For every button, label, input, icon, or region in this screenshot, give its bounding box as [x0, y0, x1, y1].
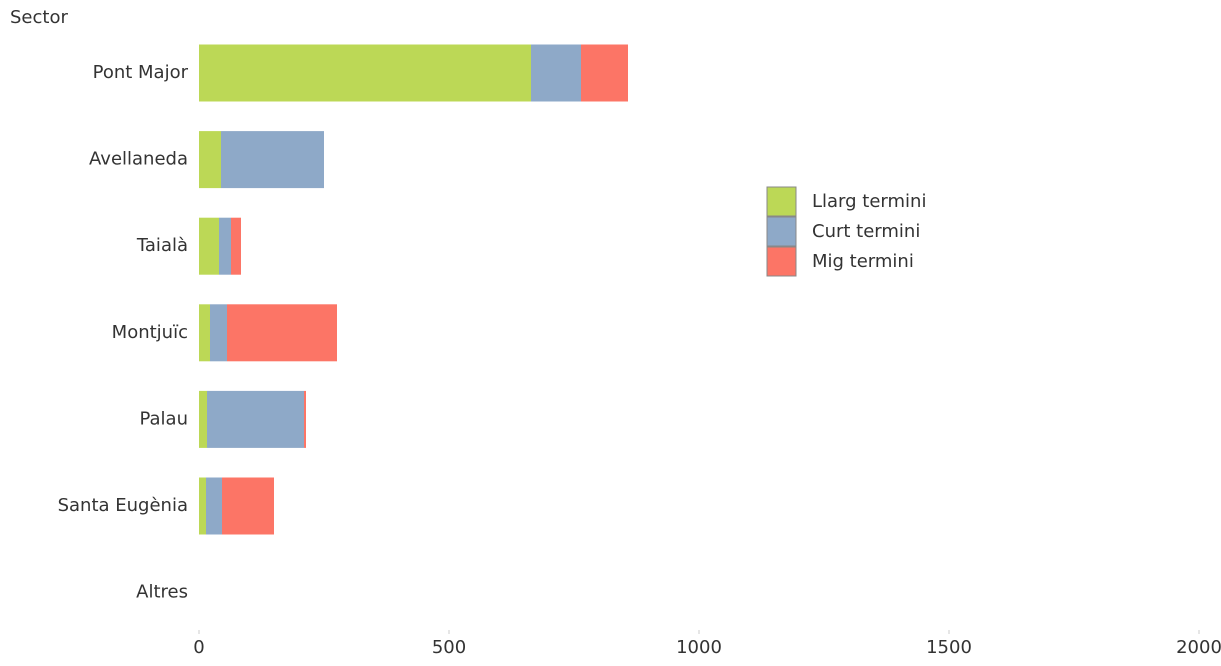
bar	[199, 304, 210, 362]
bar	[304, 390, 306, 448]
x-tick-label: 1000	[676, 637, 722, 658]
bar	[531, 44, 581, 102]
y-tick-label: Santa Eugènia	[58, 495, 188, 516]
bar	[199, 44, 531, 102]
legend-label: Mig termini	[812, 251, 914, 272]
y-tick-label: Pont Major	[93, 62, 189, 83]
x-tick-label: 1500	[926, 637, 972, 658]
bar	[221, 131, 324, 189]
y-tick-label: Taialà	[136, 235, 188, 256]
bar	[581, 44, 628, 102]
bar	[199, 477, 206, 535]
legend-swatch	[766, 246, 797, 277]
bar	[199, 390, 207, 448]
bar	[222, 477, 274, 535]
bar	[199, 217, 219, 275]
bar	[206, 477, 222, 535]
bar	[219, 217, 231, 275]
x-tick-label: 0	[193, 637, 204, 658]
bar	[207, 390, 304, 448]
legend-label: Llarg termini	[812, 191, 926, 212]
legend-swatch	[766, 186, 797, 217]
bar	[231, 217, 241, 275]
x-tick-label: 2000	[1176, 637, 1221, 658]
y-tick-label: Altres	[136, 582, 188, 603]
bar	[227, 304, 337, 362]
x-tick-label: 500	[432, 637, 466, 658]
bar	[210, 304, 227, 362]
y-tick-label: Avellaneda	[89, 149, 188, 170]
y-tick-label: Palau	[139, 408, 188, 429]
bar	[199, 131, 221, 189]
axis-label: Sector	[10, 7, 68, 28]
legend-swatch	[766, 216, 797, 247]
legend-label: Curt termini	[812, 221, 920, 242]
y-tick-label: Montjuïc	[112, 322, 188, 343]
